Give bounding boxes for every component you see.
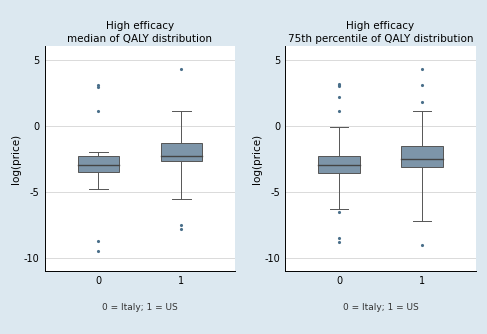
- Text: 0 = Italy; 1 = US: 0 = Italy; 1 = US: [102, 303, 178, 312]
- Title: High efficacy
median of QALY distribution: High efficacy median of QALY distributio…: [67, 21, 212, 44]
- Bar: [401, 146, 443, 167]
- Title: High efficacy
75th percentile of QALY distribution: High efficacy 75th percentile of QALY di…: [288, 21, 473, 44]
- Y-axis label: log(price): log(price): [11, 134, 21, 184]
- Bar: [318, 156, 360, 173]
- Bar: [161, 143, 202, 162]
- Y-axis label: log(price): log(price): [252, 134, 262, 184]
- Text: 0 = Italy; 1 = US: 0 = Italy; 1 = US: [343, 303, 418, 312]
- Bar: [77, 156, 119, 172]
